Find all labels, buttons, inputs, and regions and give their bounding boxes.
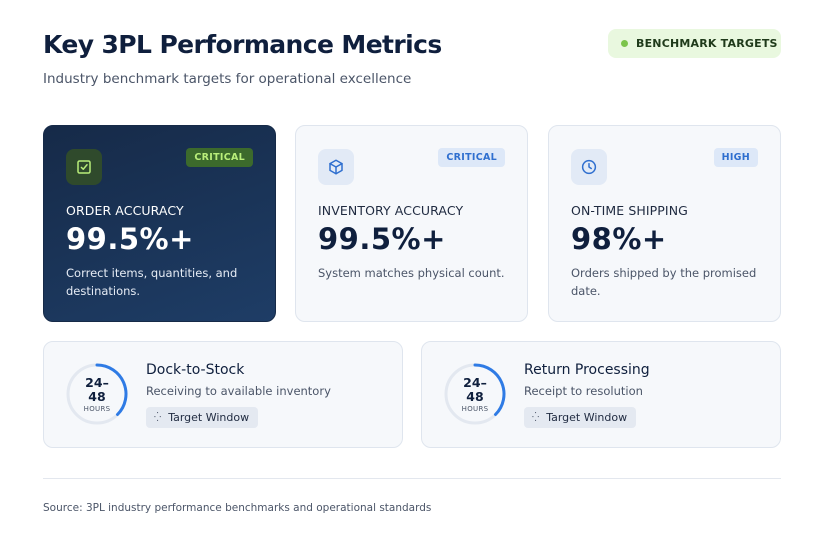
window-title: Return Processing: [524, 362, 650, 378]
progress-ring: [66, 363, 128, 425]
benchmark-badge-label: BENCHMARK TARGETS: [636, 37, 778, 50]
window-title: Dock-to-Stock: [146, 362, 245, 378]
benchmark-badge: BENCHMARK TARGETS: [608, 29, 781, 58]
loader-icon: ⁛: [154, 412, 162, 423]
page-subtitle: Industry benchmark targets for operation…: [43, 71, 412, 87]
target-window-chip: ⁛ Target Window: [524, 407, 637, 428]
metric-card-inventory-accuracy: CRITICAL INVENTORY ACCURACY 99.5%+ Syste…: [295, 125, 528, 322]
priority-tag: HIGH: [713, 148, 758, 167]
metric-label: INVENTORY ACCURACY: [318, 203, 464, 218]
checkbox-icon: [66, 149, 102, 185]
metric-label: ORDER ACCURACY: [66, 203, 184, 218]
ring-label: 24– 48 HOURS: [65, 362, 129, 426]
range-unit: HOURS: [83, 404, 111, 413]
metric-value: 99.5%+: [66, 222, 194, 256]
metric-description: Correct items, quantities, and destinati…: [66, 266, 238, 298]
range-top: 24–: [463, 374, 487, 390]
window-card-return-processing: 24– 48 HOURS Return Processing Receipt t…: [421, 341, 781, 448]
metric-value: 99.5%+: [318, 222, 446, 256]
metric-description: Orders shipped by the promised date.: [571, 266, 757, 298]
clock-icon: [571, 149, 607, 185]
page-title: Key 3PL Performance Metrics: [43, 30, 442, 59]
range-bottom: 48: [88, 388, 106, 404]
metric-value: 98%+: [571, 222, 667, 256]
window-subtitle: Receipt to resolution: [524, 384, 643, 398]
progress-ring: [444, 363, 506, 425]
window-card-dock-to-stock: 24– 48 HOURS Dock-to-Stock Receiving to …: [43, 341, 403, 448]
divider: [43, 478, 781, 479]
target-window-label: Target Window: [546, 411, 628, 424]
range-unit: HOURS: [461, 404, 489, 413]
priority-tag: CRITICAL: [438, 148, 505, 167]
target-window-label: Target Window: [168, 411, 250, 424]
source-note: Source: 3PL industry performance benchma…: [43, 502, 432, 514]
ring-label: 24– 48 HOURS: [443, 362, 507, 426]
metric-description: System matches physical count.: [318, 266, 505, 280]
metric-card-order-accuracy: CRITICAL ORDER ACCURACY 99.5%+ Correct i…: [43, 125, 276, 322]
metric-card-on-time-shipping: HIGH ON-TIME SHIPPING 98%+ Orders shippe…: [548, 125, 781, 322]
range-bottom: 48: [466, 388, 484, 404]
range-top: 24–: [85, 374, 109, 390]
status-dot-icon: [621, 40, 628, 47]
loader-icon: ⁛: [532, 412, 540, 423]
metric-label: ON-TIME SHIPPING: [571, 203, 688, 218]
target-window-chip: ⁛ Target Window: [146, 407, 259, 428]
window-subtitle: Receiving to available inventory: [146, 384, 331, 398]
box-icon: [318, 149, 354, 185]
priority-tag: CRITICAL: [186, 148, 253, 167]
